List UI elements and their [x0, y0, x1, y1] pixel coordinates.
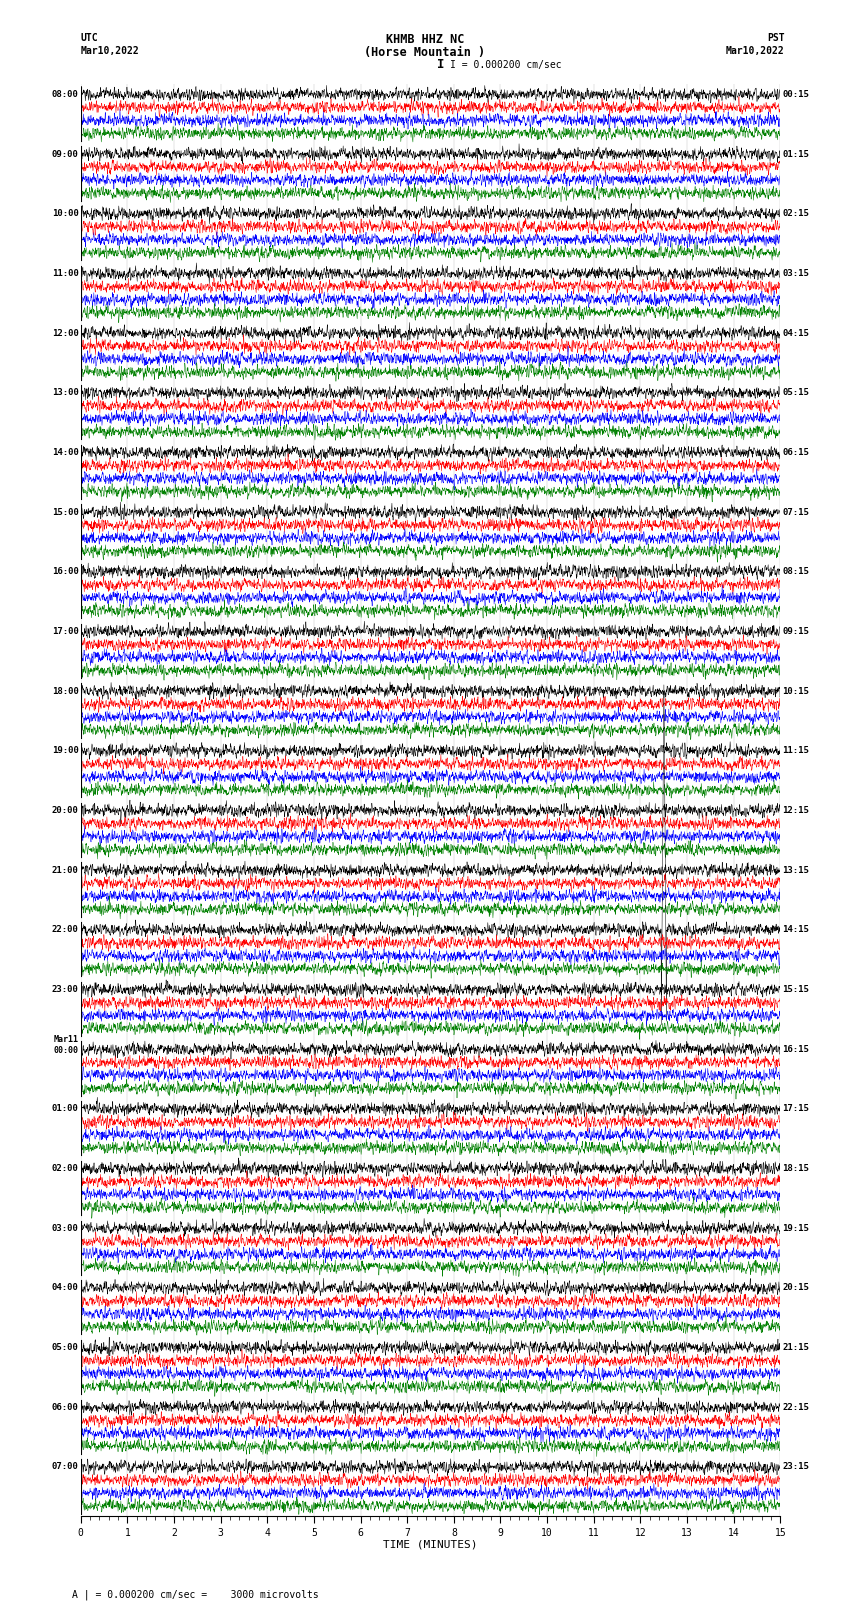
Text: 20:15: 20:15	[782, 1284, 809, 1292]
Text: (Horse Mountain ): (Horse Mountain )	[365, 45, 485, 60]
Text: 08:00: 08:00	[52, 90, 79, 98]
Text: 04:00: 04:00	[52, 1284, 79, 1292]
Text: 21:15: 21:15	[782, 1344, 809, 1352]
Text: 22:00: 22:00	[52, 926, 79, 934]
Text: 23:00: 23:00	[52, 986, 79, 994]
Text: 07:00: 07:00	[52, 1463, 79, 1471]
Text: 10:00: 10:00	[52, 210, 79, 218]
Text: 16:00: 16:00	[52, 568, 79, 576]
Text: 07:15: 07:15	[782, 508, 809, 516]
X-axis label: TIME (MINUTES): TIME (MINUTES)	[383, 1539, 478, 1550]
Text: 02:00: 02:00	[52, 1165, 79, 1173]
Text: 09:15: 09:15	[782, 627, 809, 636]
Text: 11:15: 11:15	[782, 747, 809, 755]
Text: 01:00: 01:00	[52, 1105, 79, 1113]
Text: 20:00: 20:00	[52, 806, 79, 815]
Text: 14:00: 14:00	[52, 448, 79, 456]
Text: Mar10,2022: Mar10,2022	[81, 45, 139, 56]
Text: 02:15: 02:15	[782, 210, 809, 218]
Text: 15:00: 15:00	[52, 508, 79, 516]
Text: 12:00: 12:00	[52, 329, 79, 337]
Text: 05:00: 05:00	[52, 1344, 79, 1352]
Text: UTC: UTC	[81, 32, 99, 44]
Text: 11:00: 11:00	[52, 269, 79, 277]
Text: 19:00: 19:00	[52, 747, 79, 755]
Text: 18:00: 18:00	[52, 687, 79, 695]
Text: 14:15: 14:15	[782, 926, 809, 934]
Text: 12:15: 12:15	[782, 806, 809, 815]
Text: 22:15: 22:15	[782, 1403, 809, 1411]
Text: I: I	[437, 58, 444, 71]
Text: 16:15: 16:15	[782, 1045, 809, 1053]
Text: 15:15: 15:15	[782, 986, 809, 994]
Text: Mar11
00:00: Mar11 00:00	[54, 1036, 79, 1055]
Text: 09:00: 09:00	[52, 150, 79, 158]
Text: 13:15: 13:15	[782, 866, 809, 874]
Text: 00:15: 00:15	[782, 90, 809, 98]
Text: 18:15: 18:15	[782, 1165, 809, 1173]
Text: 19:15: 19:15	[782, 1224, 809, 1232]
Text: 06:00: 06:00	[52, 1403, 79, 1411]
Text: 06:15: 06:15	[782, 448, 809, 456]
Text: 17:00: 17:00	[52, 627, 79, 636]
Text: I = 0.000200 cm/sec: I = 0.000200 cm/sec	[450, 60, 562, 69]
Text: 03:15: 03:15	[782, 269, 809, 277]
Text: KHMB HHZ NC: KHMB HHZ NC	[386, 32, 464, 47]
Text: 13:00: 13:00	[52, 389, 79, 397]
Text: 23:15: 23:15	[782, 1463, 809, 1471]
Text: 21:00: 21:00	[52, 866, 79, 874]
Text: 04:15: 04:15	[782, 329, 809, 337]
Text: Mar10,2022: Mar10,2022	[726, 45, 785, 56]
Text: A | = 0.000200 cm/sec =    3000 microvolts: A | = 0.000200 cm/sec = 3000 microvolts	[72, 1589, 319, 1600]
Text: 17:15: 17:15	[782, 1105, 809, 1113]
Text: 05:15: 05:15	[782, 389, 809, 397]
Text: PST: PST	[767, 32, 785, 44]
Text: 03:00: 03:00	[52, 1224, 79, 1232]
Text: 08:15: 08:15	[782, 568, 809, 576]
Text: 01:15: 01:15	[782, 150, 809, 158]
Text: 10:15: 10:15	[782, 687, 809, 695]
